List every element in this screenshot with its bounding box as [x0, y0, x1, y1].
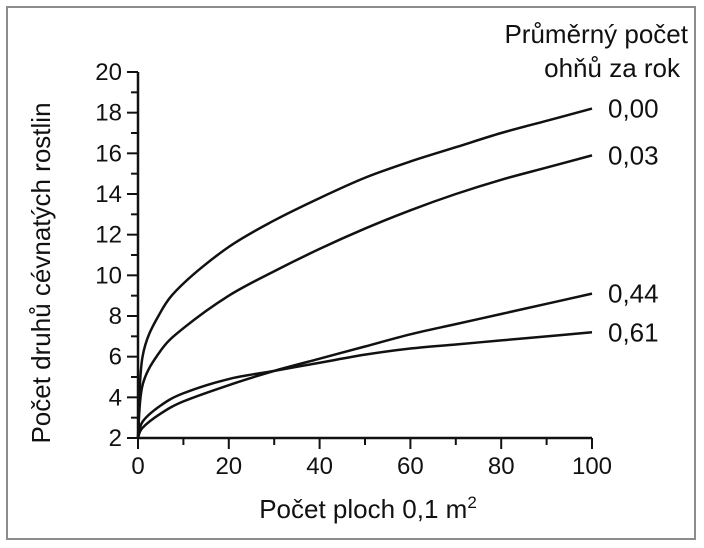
y-axis-ticks: 2 4 6 8 10 12 14 16 18 20: [95, 59, 138, 452]
series-line-2: [136, 292, 593, 439]
y-tick-label: 6: [109, 344, 122, 371]
series-label-3: 0,61: [608, 317, 659, 347]
x-tick-label: 0: [131, 453, 144, 480]
y-axis-title: Počet druhů cévnatých rostlin: [26, 102, 56, 443]
y-tick-label: 18: [95, 100, 122, 127]
legend-title-line2: ohňů za rok: [544, 53, 681, 83]
y-tick-label: 12: [95, 222, 122, 249]
x-tick-label: 60: [397, 453, 424, 480]
y-tick-label: 10: [95, 262, 122, 289]
series-lines: [136, 107, 593, 439]
y-tick-label: 8: [109, 303, 122, 330]
y-tick-label: 14: [95, 181, 122, 208]
series-label-2: 0,44: [608, 279, 659, 309]
series-line-1: [136, 154, 593, 439]
x-tick-label: 20: [215, 453, 242, 480]
y-tick-label: 16: [95, 140, 122, 167]
series-label-0: 0,00: [608, 94, 659, 124]
y-tick-label: 20: [95, 59, 122, 86]
series-labels: 0,00 0,03 0,44 0,61: [608, 94, 659, 348]
x-axis-title: Počet ploch 0,1 m2: [259, 493, 477, 524]
series-label-1: 0,03: [608, 140, 659, 170]
legend-title-line1: Průměrný počet: [504, 19, 688, 49]
series-line-3: [136, 331, 593, 439]
x-tick-label: 40: [306, 453, 333, 480]
x-tick-label: 80: [488, 453, 515, 480]
series-line-0: [136, 107, 593, 439]
x-axis-title-superscript: 2: [467, 493, 476, 512]
y-tick-label: 4: [109, 384, 122, 411]
chart-frame: 0 20 40 60 80 100 2 4 6 8 10 12 14 16 18 20 0,00 0,03 0,…: [6, 6, 696, 540]
x-tick-label: 100: [572, 453, 612, 480]
x-axis-title-text: Počet ploch 0,1 m: [259, 494, 467, 524]
y-tick-label: 2: [109, 425, 122, 452]
x-axis-ticks: 0 20 40 60 80 100: [131, 438, 612, 480]
